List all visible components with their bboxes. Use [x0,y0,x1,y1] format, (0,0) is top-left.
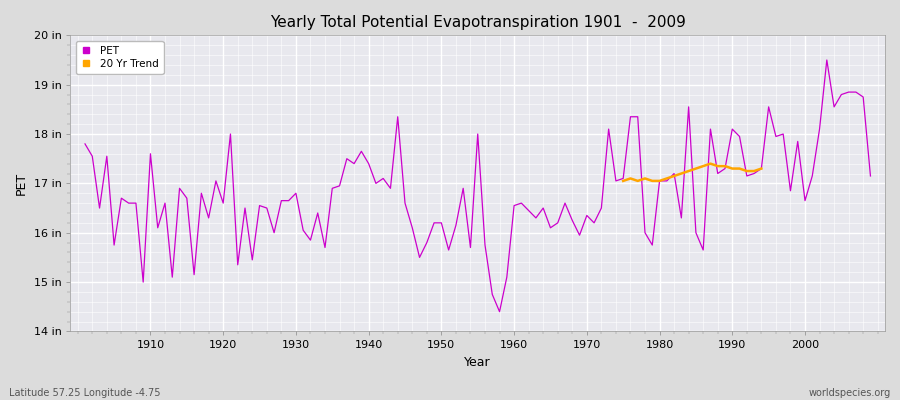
Legend: PET, 20 Yr Trend: PET, 20 Yr Trend [76,40,164,74]
Text: Latitude 57.25 Longitude -4.75: Latitude 57.25 Longitude -4.75 [9,388,160,398]
Y-axis label: PET: PET [15,172,28,195]
X-axis label: Year: Year [464,356,491,369]
Text: worldspecies.org: worldspecies.org [809,388,891,398]
Title: Yearly Total Potential Evapotranspiration 1901  -  2009: Yearly Total Potential Evapotranspiratio… [270,15,686,30]
